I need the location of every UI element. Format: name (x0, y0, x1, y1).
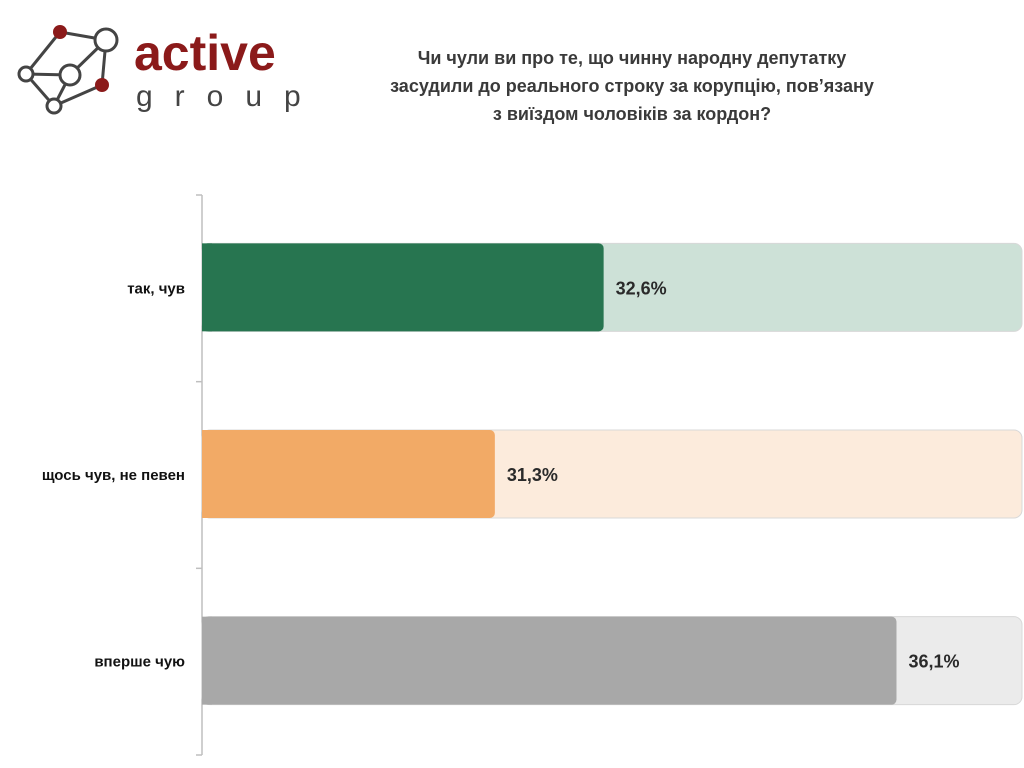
category-label: вперше чую (94, 654, 185, 671)
title-line: з виїздом чоловіків за кордон? (492, 104, 772, 124)
bar (202, 243, 604, 332)
data-label: 36,1% (908, 652, 959, 672)
bar-base (202, 243, 212, 332)
bar (202, 430, 495, 518)
data-label: 32,6% (616, 278, 667, 298)
logo: active group (14, 18, 314, 123)
chart-title: Чи чули ви про те, що чинну народну депу… (330, 44, 934, 128)
data-label: 31,3% (507, 465, 558, 485)
category-label: так, чув (127, 280, 185, 297)
title-line: Чи чули ви про те, що чинну народну депу… (417, 48, 847, 68)
title-line: засудили до реального строку за корупцію… (390, 76, 874, 96)
logo-text-sub: group (136, 80, 314, 113)
logo-text-main: active (134, 25, 276, 81)
bar-base (202, 616, 212, 705)
bar-base (202, 430, 212, 518)
category-label: щось чув, не певен (42, 467, 185, 484)
bar (202, 616, 897, 705)
